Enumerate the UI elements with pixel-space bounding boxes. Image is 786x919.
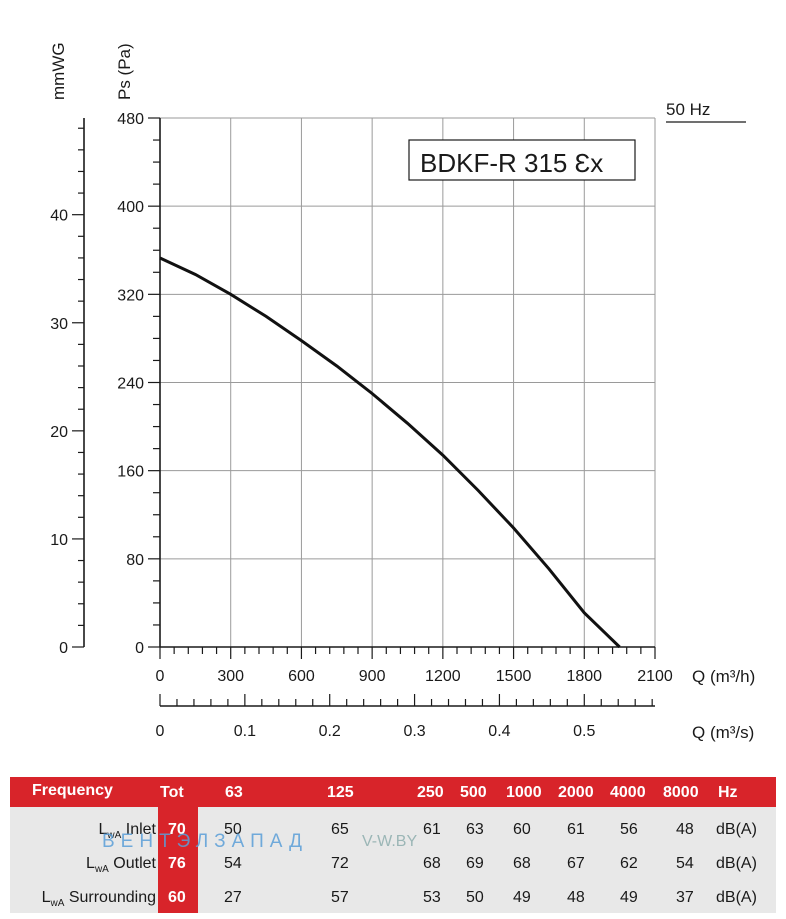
row-value: 62 <box>620 855 638 872</box>
y-tick-label-mmwg: 20 <box>50 424 68 441</box>
y-tick-label-mmwg: 30 <box>50 316 68 333</box>
row-value: 54 <box>224 855 242 872</box>
row-label: LwA Surrounding <box>41 889 156 910</box>
row-value: 63 <box>466 821 484 838</box>
row-tot: 70 <box>168 821 186 838</box>
x-tick-label-m3s: 0.1 <box>234 723 256 740</box>
row-value: 49 <box>620 889 638 906</box>
header-unit: Hz <box>718 784 738 801</box>
sound-power-table: Frequency Tot 63 125 250 500 1000 2000 4… <box>10 777 776 913</box>
table-row: LwA Inlet 70 50 65 61 63 60 61 56 48 dB(… <box>10 813 776 847</box>
row-value: 68 <box>513 855 531 872</box>
header-band: 1000 <box>506 784 542 801</box>
x-tick-label-m3h: 900 <box>359 668 386 685</box>
row-value: 72 <box>331 855 349 872</box>
row-value: 67 <box>567 855 585 872</box>
row-value: 61 <box>423 821 441 838</box>
row-label: LwA Outlet <box>86 855 156 876</box>
frequency-label: 50 Hz <box>666 100 710 119</box>
x-tick-label-m3s: 0.5 <box>573 723 595 740</box>
header-band: 2000 <box>558 784 594 801</box>
y-tick-label-pa: 320 <box>117 287 144 304</box>
row-value: 50 <box>466 889 484 906</box>
row-value: 48 <box>567 889 585 906</box>
row-value: 50 <box>224 821 242 838</box>
header-band: 125 <box>327 784 354 801</box>
y-axis-label-pa: Ps (Pa) <box>115 43 134 100</box>
watermark-text: ВЕНТЭЛЗАПАД <box>102 831 308 852</box>
row-value: 65 <box>331 821 349 838</box>
row-value: 61 <box>567 821 585 838</box>
y-tick-label-mmwg: 0 <box>59 640 68 657</box>
table-body <box>10 807 776 913</box>
watermark-url: V-W.BY <box>362 833 418 850</box>
row-tot: 76 <box>168 855 186 872</box>
x-tick-label-m3h: 1500 <box>496 668 532 685</box>
row-value: 37 <box>676 889 694 906</box>
header-band: 63 <box>225 784 243 801</box>
header-band: 250 <box>417 784 444 801</box>
x-tick-label-m3h: 2100 <box>637 668 673 685</box>
row-value: 60 <box>513 821 531 838</box>
fan-curve-line <box>159 256 621 649</box>
row-value: 53 <box>423 889 441 906</box>
tot-column <box>158 807 198 913</box>
row-unit: dB(A) <box>716 855 757 872</box>
chart-title-box <box>408 139 636 181</box>
row-unit: dB(A) <box>716 889 757 906</box>
grid-lines <box>160 117 656 647</box>
row-value: 48 <box>676 821 694 838</box>
x-axis-label-m3h: Q (m³/h) <box>692 667 755 686</box>
x-tick-label-m3s: 0.3 <box>403 723 425 740</box>
row-label: LwA Inlet <box>98 821 157 842</box>
x-tick-label-m3h: 600 <box>288 668 315 685</box>
chart-title: BDKF-R 315 Ɛx <box>420 148 603 178</box>
x-tick-label-m3h: 0 <box>156 668 165 685</box>
x-tick-label-m3h: 1800 <box>566 668 602 685</box>
table-header: Frequency Tot 63 125 250 500 1000 2000 4… <box>10 777 776 807</box>
row-value: 27 <box>224 889 242 906</box>
row-value: 69 <box>466 855 484 872</box>
y-tick-label-pa: 0 <box>135 640 144 657</box>
row-value: 56 <box>620 821 638 838</box>
header-band: 4000 <box>610 784 646 801</box>
x-tick-label-m3h: 1200 <box>425 668 461 685</box>
table-row: LwA Surrounding 60 27 57 53 50 49 48 49 … <box>10 881 776 915</box>
table-row: LwA Outlet 76 54 72 68 69 68 67 62 54 dB… <box>10 847 776 881</box>
row-value: 54 <box>676 855 694 872</box>
x-tick-label-m3s: 0 <box>156 723 165 740</box>
y-axis-label-mmwg: mmWG <box>49 42 68 100</box>
y-tick-label-pa: 160 <box>117 464 144 481</box>
y-tick-label-mmwg: 10 <box>50 532 68 549</box>
y-tick-label-mmwg: 40 <box>50 208 68 225</box>
y-tick-label-pa: 480 <box>117 111 144 128</box>
axes <box>72 117 656 707</box>
x-tick-label-m3h: 300 <box>217 668 244 685</box>
row-value: 49 <box>513 889 531 906</box>
row-value: 68 <box>423 855 441 872</box>
row-tot: 60 <box>168 889 186 906</box>
row-value: 57 <box>331 889 349 906</box>
x-axis-label-m3s: Q (m³/s) <box>692 723 754 742</box>
header-band: 500 <box>460 784 487 801</box>
x-tick-label-m3s: 0.4 <box>488 723 510 740</box>
header-band: 8000 <box>663 784 699 801</box>
header-tot: Tot <box>160 784 184 801</box>
header-frequency: Frequency <box>32 782 113 799</box>
y-tick-label-pa: 240 <box>117 376 144 393</box>
y-tick-label-pa: 80 <box>126 552 144 569</box>
row-unit: dB(A) <box>716 821 757 838</box>
x-tick-label-m3s: 0.2 <box>319 723 341 740</box>
y-tick-label-pa: 400 <box>117 199 144 216</box>
curves <box>159 256 621 649</box>
